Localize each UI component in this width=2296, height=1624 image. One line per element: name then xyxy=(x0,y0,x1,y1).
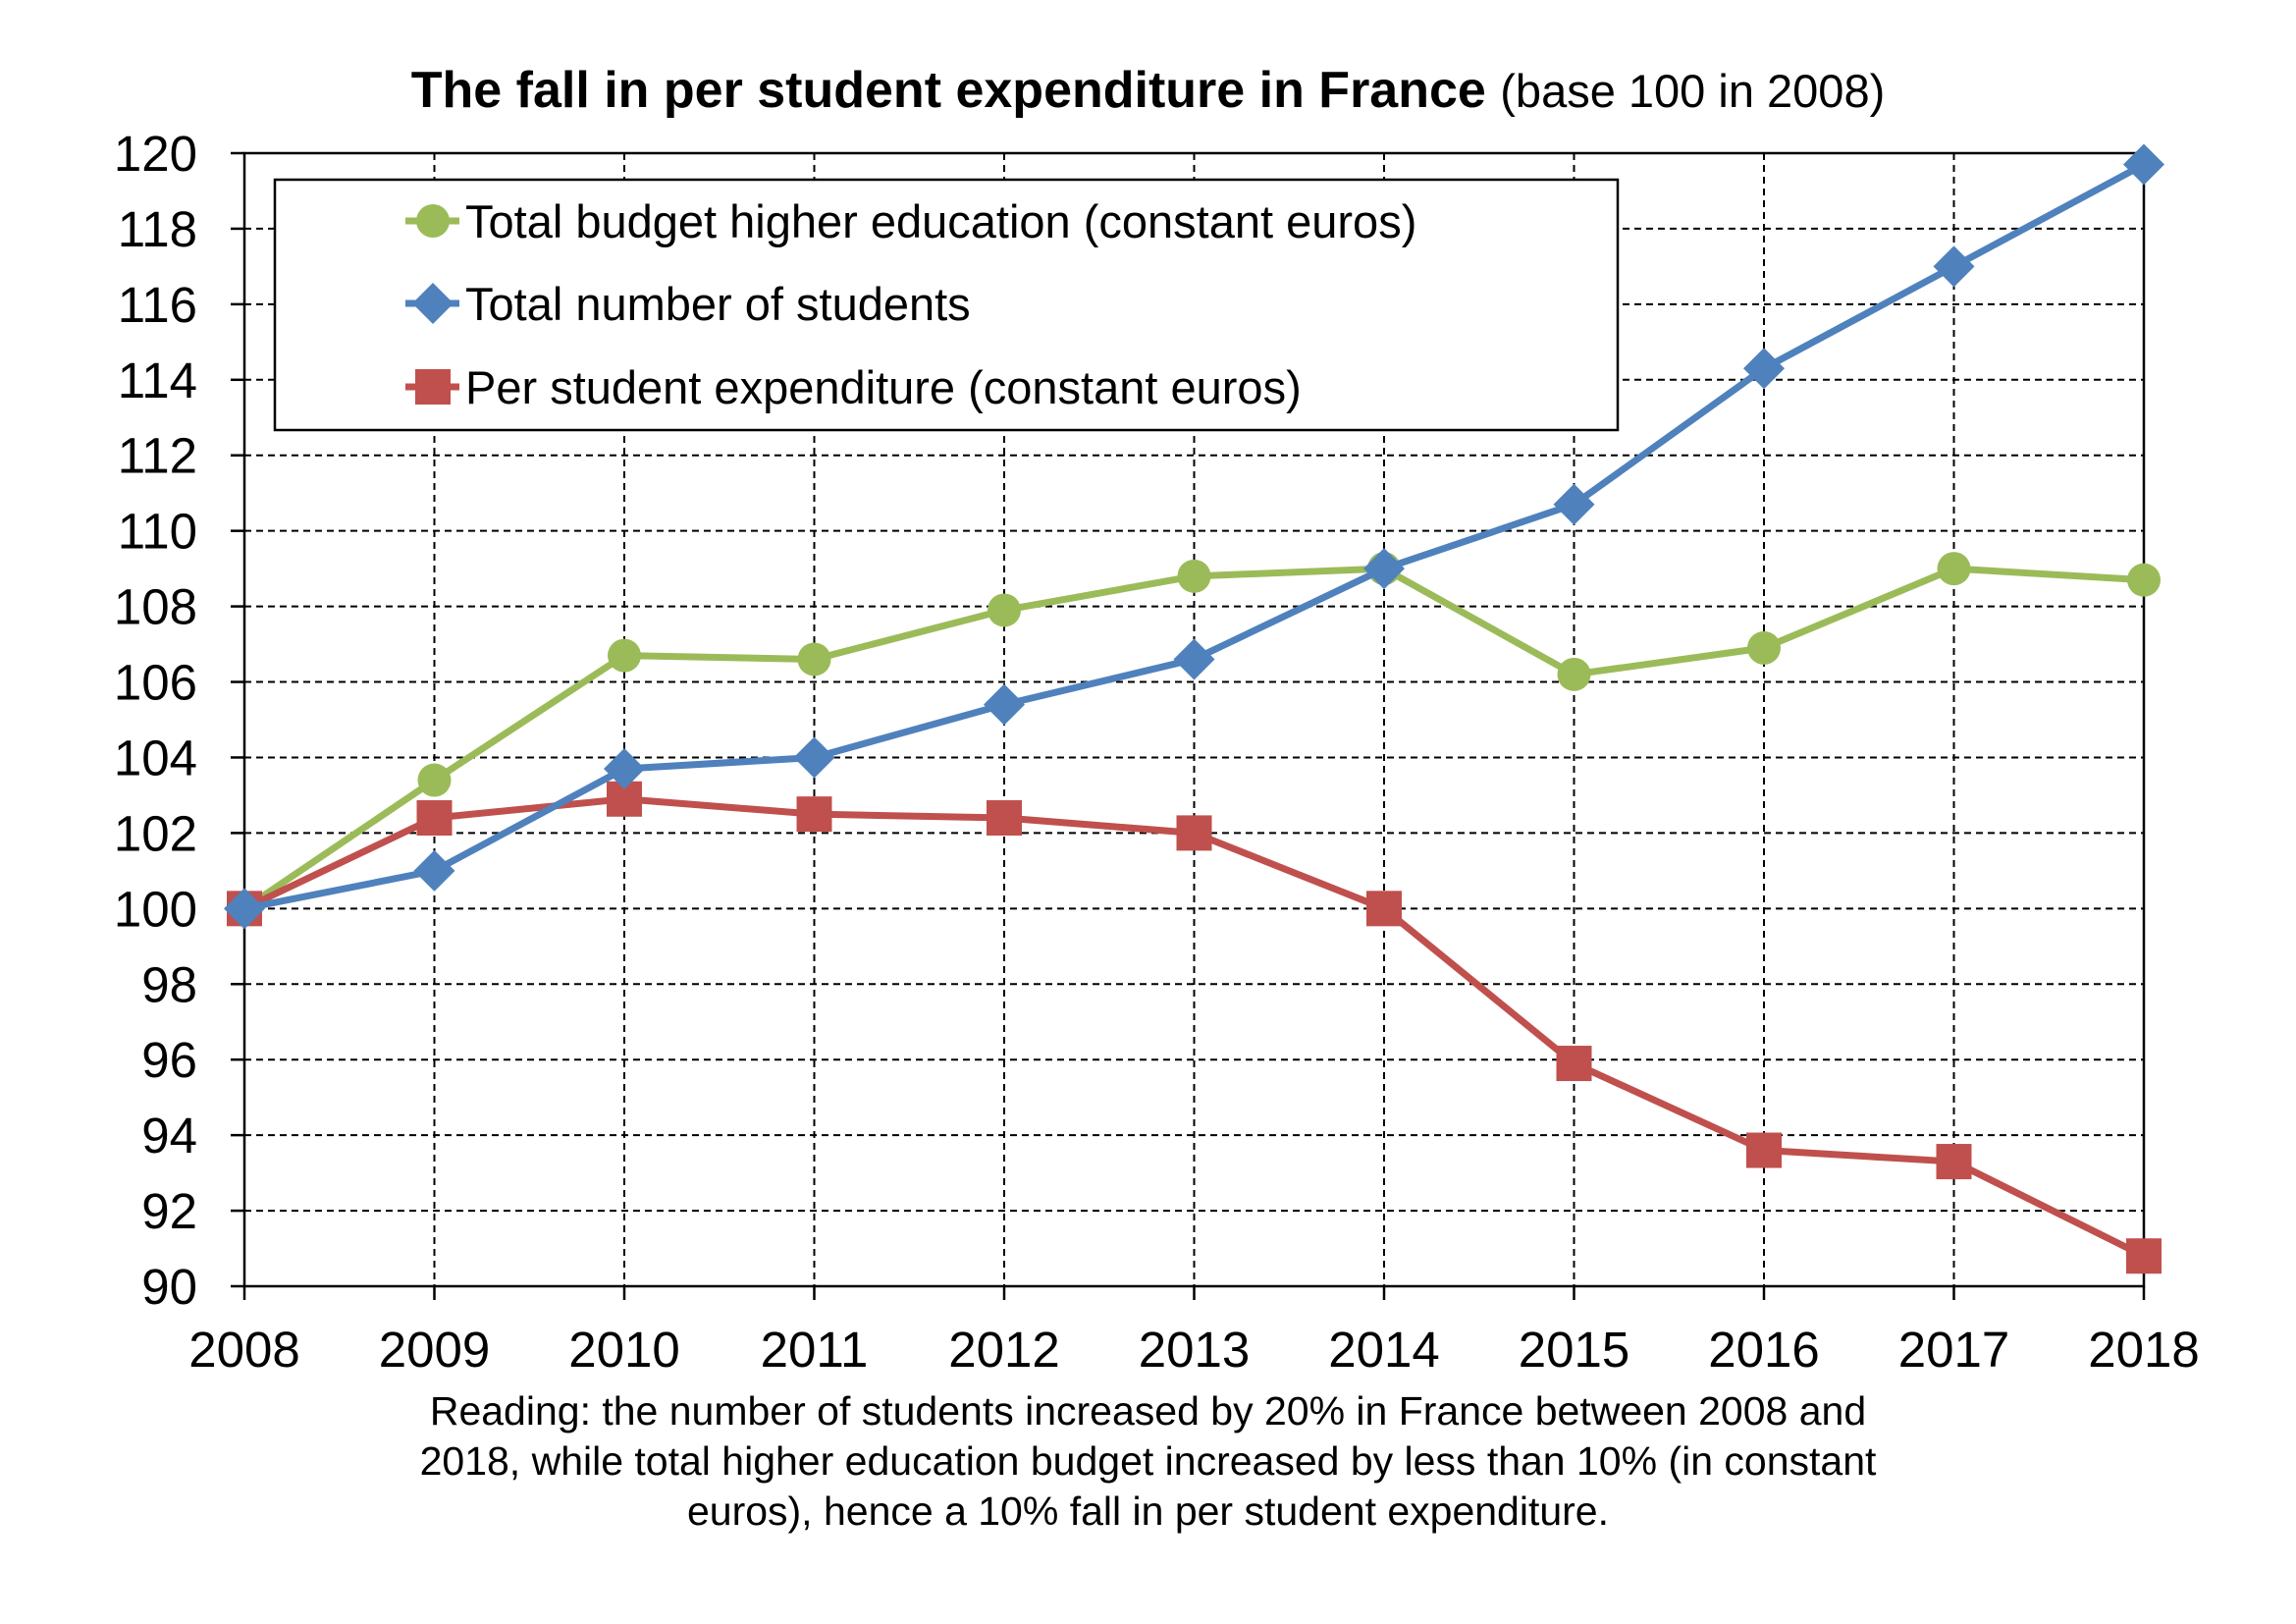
y-tick-label: 106 xyxy=(114,655,197,711)
x-tick-label: 2018 xyxy=(2088,1322,2199,1378)
legend-marker xyxy=(412,283,454,324)
chart-title-subtitle: (base 100 in 2008) xyxy=(1500,65,1886,117)
y-tick-label: 104 xyxy=(114,730,197,785)
data-point xyxy=(988,593,1021,627)
reading-note-line: euros), hence a 10% fall in per student … xyxy=(686,1489,1610,1534)
data-point xyxy=(1173,638,1215,680)
data-point xyxy=(604,748,645,790)
y-tick-label: 102 xyxy=(114,805,197,861)
y-tick-label: 112 xyxy=(118,428,197,484)
x-tick-label: 2009 xyxy=(379,1322,490,1378)
axes: 90 92 94 96 98 100 102 104 106 108 110 112 114 116 118… xyxy=(114,126,2200,1378)
chart-title-main: The fall in per student expenditure in F… xyxy=(410,62,1486,119)
reading-note-line: 2018, while total higher education budge… xyxy=(419,1438,1877,1484)
legend-label: Per student expenditure (constant euros) xyxy=(465,361,1302,413)
data-point xyxy=(608,638,641,673)
data-point xyxy=(1553,483,1595,525)
x-tick-label: 2008 xyxy=(188,1322,299,1378)
x-tick-label: 2015 xyxy=(1519,1322,1629,1378)
data-point xyxy=(1176,815,1212,851)
legend-marker xyxy=(415,369,451,405)
data-point xyxy=(1557,657,1591,691)
data-point xyxy=(1177,559,1211,593)
y-tick-label: 116 xyxy=(118,277,197,333)
data-point xyxy=(793,736,835,779)
data-point xyxy=(797,642,831,677)
data-point xyxy=(1743,348,1785,390)
legend-marker xyxy=(416,204,450,238)
x-tick-label: 2013 xyxy=(1139,1322,1250,1378)
data-point xyxy=(1933,245,1975,288)
data-point xyxy=(1363,548,1405,590)
data-point xyxy=(1366,891,1402,927)
data-point xyxy=(224,888,265,930)
x-tick-label: 2012 xyxy=(948,1322,1059,1378)
data-point xyxy=(2127,563,2161,597)
y-tick-label: 114 xyxy=(118,352,197,408)
plot-frame xyxy=(242,151,2146,1288)
y-tick-label: 94 xyxy=(141,1108,197,1164)
y-tick-label: 108 xyxy=(114,579,197,635)
series-lines xyxy=(224,143,2164,1274)
data-point xyxy=(416,800,453,837)
data-point xyxy=(1556,1046,1592,1082)
data-point xyxy=(417,763,452,797)
y-tick-label: 98 xyxy=(141,956,197,1012)
data-point xyxy=(2126,1238,2162,1274)
legend-label: Total budget higher education (constant … xyxy=(465,195,1416,247)
data-point xyxy=(2123,143,2164,186)
series-line xyxy=(242,565,2145,912)
x-tick-label: 2010 xyxy=(568,1322,679,1378)
legend-label: Total number of students xyxy=(465,278,971,330)
chart-title: The fall in per student expenditure in F… xyxy=(0,61,2296,121)
x-tick-label: 2016 xyxy=(1708,1322,1819,1378)
y-tick-label: 90 xyxy=(141,1259,197,1315)
y-tick-label: 92 xyxy=(141,1183,197,1239)
data-point xyxy=(413,849,455,892)
x-tick-label: 2014 xyxy=(1328,1322,1439,1378)
y-tick-label: 96 xyxy=(141,1032,197,1088)
x-tick-label: 2017 xyxy=(1898,1322,2009,1378)
legend: Total budget higher education (constant … xyxy=(273,178,1620,432)
x-tick-label: 2011 xyxy=(761,1322,869,1378)
data-point xyxy=(1746,1132,1782,1168)
y-tick-label: 110 xyxy=(118,504,197,560)
reading-note-line: Reading: the number of students increase… xyxy=(429,1388,1867,1434)
y-tick-label: 118 xyxy=(118,201,197,257)
legend-box xyxy=(273,178,1620,432)
data-point xyxy=(987,800,1022,837)
y-tick-label: 120 xyxy=(114,126,197,182)
data-point xyxy=(1747,630,1781,665)
data-point xyxy=(1936,1144,1972,1180)
data-point xyxy=(1937,552,1971,586)
data-point xyxy=(796,796,832,833)
reading-note: Reading: the number of students increase… xyxy=(0,1386,2296,1537)
data-point xyxy=(984,683,1025,726)
y-tick-label: 100 xyxy=(114,881,197,937)
